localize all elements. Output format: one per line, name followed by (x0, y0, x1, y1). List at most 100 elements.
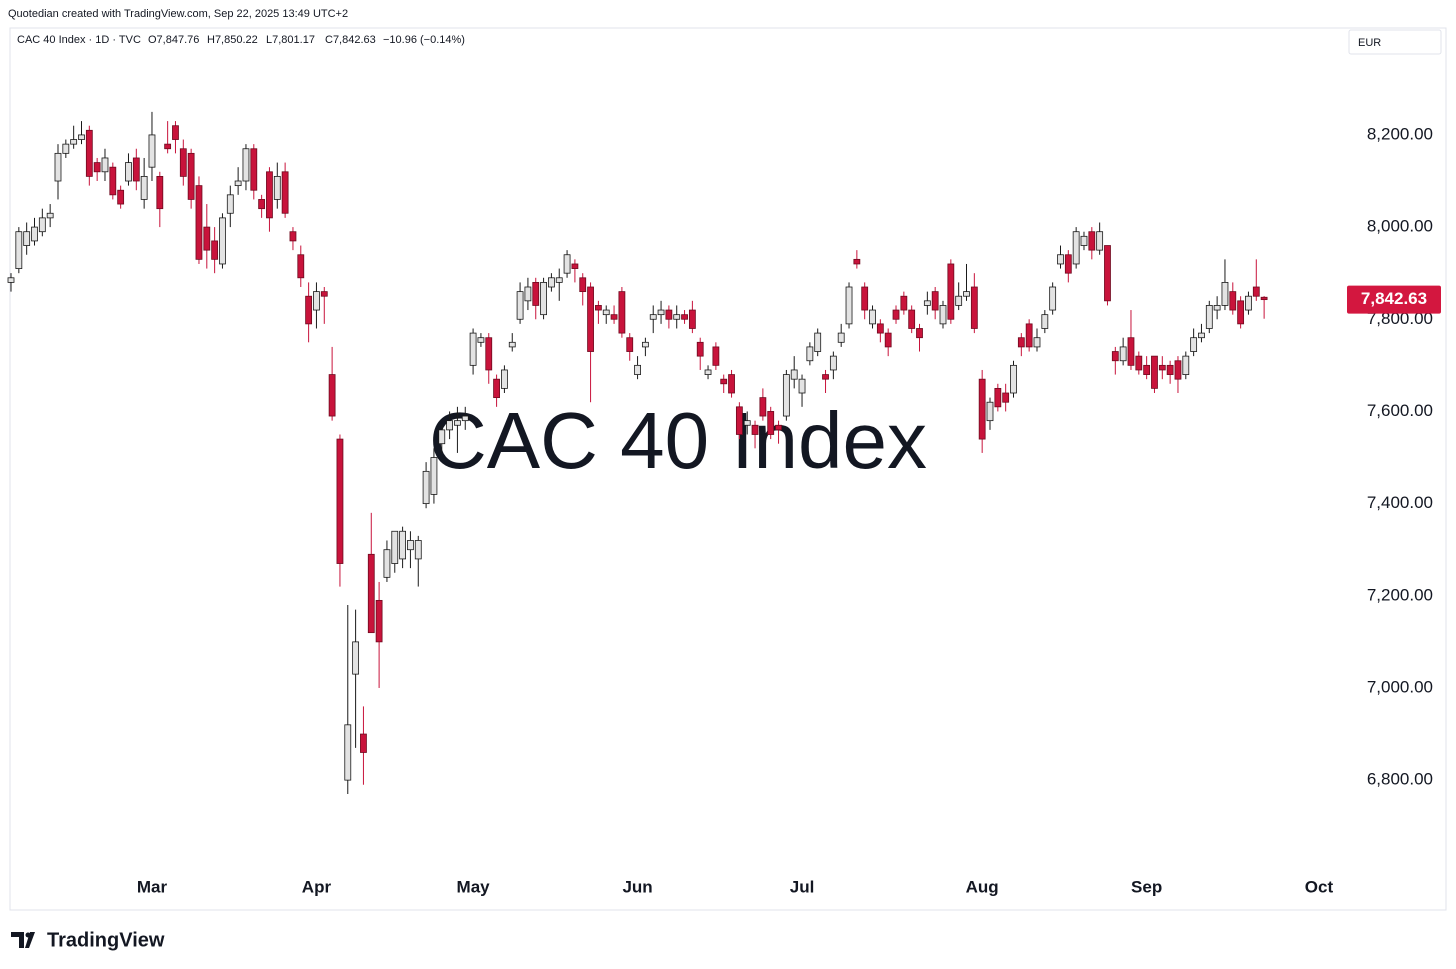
candle-body (62, 143, 70, 154)
candle-body (1198, 332, 1205, 339)
candle-body (634, 364, 641, 375)
candle-body (172, 125, 179, 140)
candle-body (422, 470, 430, 505)
candle-body (955, 295, 963, 306)
candle-body (720, 378, 728, 385)
candle-body (1151, 355, 1158, 389)
candle-body (1158, 364, 1166, 371)
candle-body (892, 309, 900, 320)
candle-body (610, 314, 618, 320)
candle-body (712, 346, 720, 366)
open-label: O7,847.76 (148, 34, 199, 46)
candle-body (837, 332, 845, 343)
chart-frame (9, 27, 1447, 911)
y-tick-label: 7,600.00 (1367, 401, 1433, 420)
candle-body (23, 231, 31, 246)
candle-body (1237, 300, 1245, 325)
candle-body (1041, 314, 1049, 329)
candle-body (461, 415, 469, 422)
candle-body (305, 295, 313, 325)
candle-body (1010, 364, 1017, 394)
candle-body (939, 305, 947, 325)
candle-body (963, 291, 970, 297)
candle-body (399, 530, 407, 560)
candle-body (853, 258, 861, 265)
candle-body (234, 180, 242, 187)
candle-body (242, 148, 250, 182)
candle-body (681, 314, 688, 320)
candle-body (790, 369, 798, 380)
candle-body (986, 401, 994, 422)
candle-body (1213, 305, 1221, 311)
high-label: H7,850.22 (207, 34, 258, 46)
x-tick-label: Sep (1131, 877, 1162, 896)
candle-body (250, 148, 258, 191)
candle-body (266, 171, 273, 219)
x-tick-label: Aug (966, 877, 999, 896)
candle-body (978, 378, 986, 440)
candle-body (516, 291, 524, 320)
candle-body (563, 254, 571, 274)
currency-box[interactable] (1348, 29, 1442, 55)
candle-body (994, 387, 1002, 408)
candle-body (548, 277, 555, 288)
candle-body (759, 397, 767, 417)
close-label: C7,842.63 (325, 34, 376, 46)
candle-body (657, 309, 665, 316)
candle-body (735, 406, 743, 435)
candle-body (524, 286, 532, 302)
currency[interactable]: EUR (1358, 37, 1381, 49)
candle-body (1033, 337, 1041, 348)
candle-body (430, 457, 438, 495)
candle-body (1182, 355, 1190, 375)
candle-body (900, 295, 908, 311)
candle-body (508, 341, 516, 348)
candle-body (70, 139, 78, 145)
y-tick-label: 7,000.00 (1367, 677, 1433, 696)
logo-dot (25, 932, 31, 938)
candle-body (101, 157, 109, 173)
last-price-tag (1347, 285, 1441, 314)
x-tick-label: Jun (622, 877, 652, 896)
candle-body (1017, 337, 1025, 348)
candle-body (743, 420, 751, 426)
candle-body (31, 226, 38, 242)
candle-body (313, 291, 320, 311)
candle-body (320, 291, 328, 297)
candle-body (485, 337, 493, 371)
candle-body (767, 411, 775, 435)
candle-body (641, 341, 649, 348)
candle-body (446, 420, 453, 431)
candle-body (688, 309, 696, 329)
x-tick-label: Jul (790, 877, 815, 896)
candle-body (1174, 360, 1182, 380)
candle-body (203, 226, 211, 251)
watermark: CAC 40 Index (429, 396, 927, 485)
candle-body (916, 328, 923, 339)
candle-body (1104, 245, 1111, 302)
candle-body (187, 152, 195, 200)
candle-body (1111, 351, 1119, 362)
candle-body (1096, 231, 1104, 251)
candle-body (1221, 281, 1229, 306)
candle-body (344, 724, 352, 781)
candle-body (281, 171, 289, 214)
candle-body (414, 540, 422, 560)
candle-body (1057, 254, 1064, 265)
candle-body (38, 217, 46, 233)
candle-body (931, 291, 939, 311)
candle-body (195, 185, 203, 260)
candle-body (46, 212, 54, 219)
candle-body (219, 217, 226, 265)
x-tick-label: Apr (302, 877, 332, 896)
candle-body (1205, 305, 1213, 329)
candle-body (140, 175, 148, 200)
candle-body (602, 309, 610, 316)
candle-body (477, 337, 485, 343)
candle-body (822, 374, 829, 380)
candle-body (704, 369, 712, 375)
candle-body (407, 540, 414, 551)
last-price-label: 7,842.63 (1361, 289, 1427, 308)
y-tick-label: 7,400.00 (1367, 493, 1433, 512)
candle-body (289, 231, 297, 242)
